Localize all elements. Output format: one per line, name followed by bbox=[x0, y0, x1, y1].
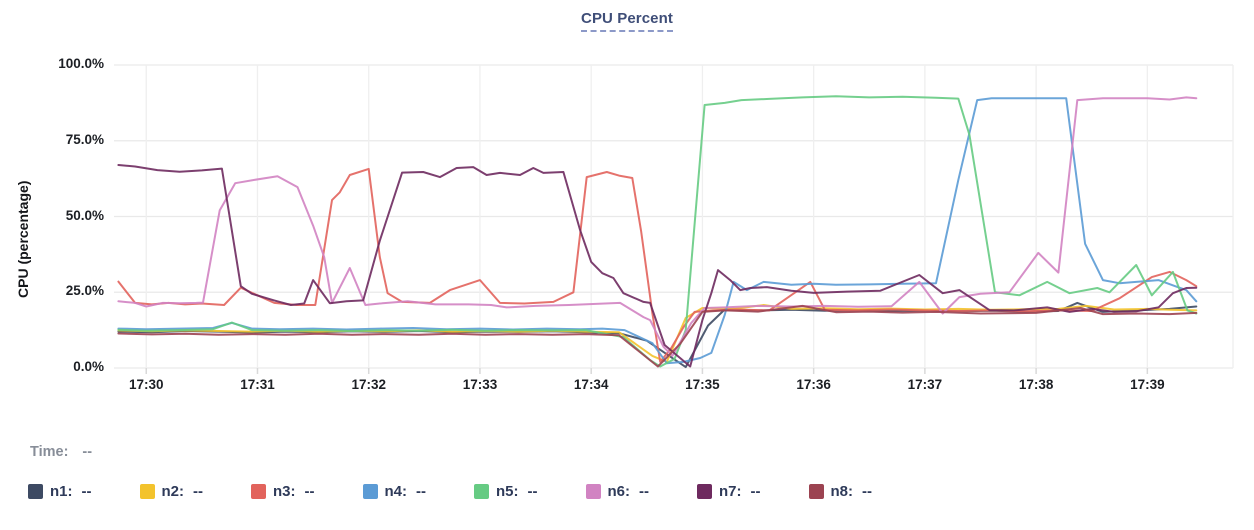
legend-swatch-n4 bbox=[362, 484, 378, 499]
x-tick-label: 17:31 bbox=[240, 377, 275, 392]
x-tick-label: 17:35 bbox=[685, 377, 720, 392]
x-tick-label: 17:32 bbox=[351, 377, 386, 392]
legend-value: -- bbox=[527, 483, 538, 500]
y-axis-title: CPU (percentage) bbox=[15, 180, 31, 298]
legend-label: n3: bbox=[273, 483, 296, 500]
legend-item-n3[interactable]: n3: -- bbox=[251, 483, 363, 500]
x-tick-label: 17:34 bbox=[573, 377, 609, 392]
x-tick-label: 17:30 bbox=[128, 377, 164, 392]
x-tick-label: 17:36 bbox=[796, 377, 831, 392]
legend-label: n6: bbox=[607, 483, 631, 500]
legend-item-n7[interactable]: n7: -- bbox=[697, 483, 809, 500]
series-line-n5[interactable] bbox=[117, 95, 1198, 368]
legend-swatch-n7 bbox=[697, 484, 712, 499]
y-tick-label: 0.0% bbox=[73, 359, 104, 374]
legend-label: n2: bbox=[161, 483, 185, 500]
x-tick-label: 17:37 bbox=[907, 377, 943, 392]
legend-swatch-n8 bbox=[808, 484, 824, 499]
y-tick-label: 25.0% bbox=[65, 283, 104, 299]
x-tick-label: 17:39 bbox=[1130, 377, 1165, 392]
legend-value: -- bbox=[862, 483, 872, 500]
chart-title-text[interactable]: CPU Percent bbox=[581, 10, 673, 32]
time-readout: Time: -- bbox=[30, 444, 92, 460]
legend-item-n4[interactable]: n4: -- bbox=[362, 483, 475, 500]
series-line-n7[interactable] bbox=[117, 164, 1198, 368]
legend-item-n1[interactable]: n1: -- bbox=[28, 483, 140, 500]
legend-swatch-n1 bbox=[28, 484, 43, 499]
legend-label: n1: bbox=[50, 483, 73, 500]
series-line-n6[interactable] bbox=[117, 96, 1198, 357]
legend-label: n4: bbox=[384, 483, 408, 500]
legend-label: n5: bbox=[496, 483, 519, 500]
chart-title: CPU Percent bbox=[0, 10, 1254, 32]
legend-label: n7: bbox=[719, 483, 742, 500]
legend-value: -- bbox=[750, 483, 761, 500]
legend-item-n6[interactable]: n6: -- bbox=[585, 483, 698, 500]
legend: n1: -- n2: -- n3: -- n4: -- n5: -- n6: -- n7: -- n8: -- bbox=[28, 483, 920, 500]
legend-value: -- bbox=[639, 483, 649, 500]
legend-value: -- bbox=[304, 483, 315, 500]
legend-item-n2[interactable]: n2: -- bbox=[139, 483, 252, 500]
time-label: Time: bbox=[30, 444, 69, 460]
legend-swatch-n5 bbox=[474, 484, 489, 499]
series-line-n8[interactable] bbox=[117, 304, 1198, 368]
legend-swatch-n2 bbox=[139, 484, 155, 499]
legend-value: -- bbox=[416, 483, 426, 500]
y-tick-label: 100.0% bbox=[58, 56, 104, 71]
time-value: -- bbox=[82, 444, 93, 460]
legend-value: -- bbox=[193, 483, 203, 500]
legend-swatch-n3 bbox=[251, 484, 266, 499]
series-line-n4[interactable] bbox=[117, 97, 1198, 365]
legend-swatch-n6 bbox=[585, 484, 601, 499]
y-tick-label: 75.0% bbox=[65, 131, 104, 147]
legend-item-n5[interactable]: n5: -- bbox=[474, 483, 586, 500]
legend-label: n8: bbox=[830, 483, 854, 500]
x-tick-label: 17:38 bbox=[1018, 377, 1054, 392]
x-tick-label: 17:33 bbox=[462, 377, 498, 392]
legend-value: -- bbox=[81, 483, 92, 500]
y-tick-label: 50.0% bbox=[65, 207, 104, 223]
series-line-n3[interactable] bbox=[117, 167, 1198, 363]
legend-item-n8[interactable]: n8: -- bbox=[808, 483, 921, 500]
